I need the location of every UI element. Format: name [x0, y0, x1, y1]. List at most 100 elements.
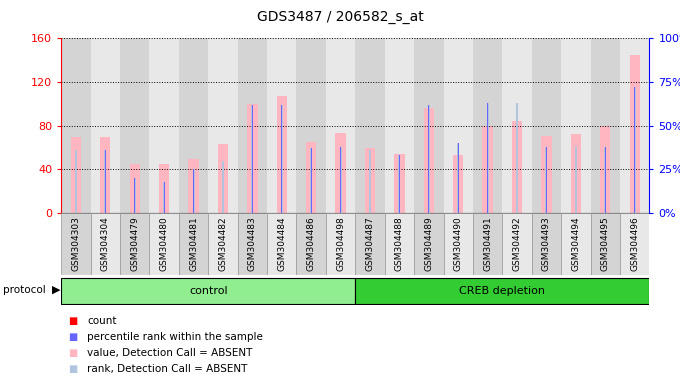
Text: GSM304479: GSM304479: [131, 216, 139, 271]
Bar: [150, 213, 179, 275]
Bar: [620, 213, 649, 275]
Text: protocol: protocol: [3, 285, 46, 295]
Text: ▶: ▶: [52, 285, 60, 295]
Bar: [252, 105, 253, 213]
Bar: [296, 38, 326, 213]
Text: GSM304488: GSM304488: [395, 216, 404, 271]
Bar: [252, 105, 254, 213]
Text: GSM304494: GSM304494: [571, 216, 580, 271]
Bar: [355, 278, 649, 304]
Bar: [237, 38, 267, 213]
Bar: [75, 150, 77, 213]
Bar: [590, 38, 620, 213]
Text: CREB depletion: CREB depletion: [460, 286, 545, 296]
Text: GSM304483: GSM304483: [248, 216, 257, 271]
Bar: [443, 38, 473, 213]
Bar: [222, 161, 223, 213]
Text: value, Detection Call = ABSENT: value, Detection Call = ABSENT: [87, 348, 252, 358]
Text: ■: ■: [68, 364, 78, 374]
Text: percentile rank within the sample: percentile rank within the sample: [87, 332, 263, 342]
Text: GSM304487: GSM304487: [366, 216, 375, 271]
Text: GSM304303: GSM304303: [71, 216, 80, 271]
Bar: [503, 38, 532, 213]
Text: GSM304480: GSM304480: [160, 216, 169, 271]
Bar: [164, 182, 165, 213]
Bar: [385, 38, 414, 213]
Bar: [483, 126, 493, 213]
Bar: [159, 164, 169, 213]
Bar: [545, 147, 547, 213]
Bar: [398, 156, 401, 213]
Bar: [134, 178, 136, 213]
Bar: [394, 154, 405, 213]
Bar: [630, 55, 640, 213]
Bar: [326, 213, 355, 275]
Text: GDS3487 / 206582_s_at: GDS3487 / 206582_s_at: [256, 10, 424, 23]
Bar: [634, 87, 635, 213]
Bar: [414, 213, 443, 275]
Text: GSM304495: GSM304495: [601, 216, 610, 271]
Bar: [248, 104, 258, 213]
Bar: [75, 150, 76, 213]
Bar: [277, 96, 287, 213]
Text: count: count: [87, 316, 116, 326]
Text: GSM304490: GSM304490: [454, 216, 462, 271]
Bar: [61, 213, 90, 275]
Bar: [473, 213, 503, 275]
Bar: [365, 147, 375, 213]
Text: GSM304498: GSM304498: [336, 216, 345, 271]
Bar: [575, 147, 576, 213]
Bar: [620, 38, 649, 213]
Bar: [487, 103, 489, 213]
Bar: [546, 147, 547, 213]
Text: ■: ■: [68, 348, 78, 358]
Text: GSM304482: GSM304482: [218, 216, 227, 271]
Bar: [335, 133, 345, 213]
Bar: [120, 38, 150, 213]
Bar: [208, 213, 237, 275]
Bar: [605, 147, 606, 213]
Bar: [163, 182, 165, 213]
Text: ■: ■: [68, 332, 78, 342]
Bar: [399, 156, 400, 213]
Bar: [339, 147, 341, 213]
Text: GSM304496: GSM304496: [630, 216, 639, 271]
Bar: [600, 126, 611, 213]
Bar: [61, 38, 90, 213]
Bar: [238, 213, 267, 275]
Bar: [414, 38, 443, 213]
Bar: [90, 213, 120, 275]
Bar: [370, 150, 371, 213]
Bar: [296, 213, 326, 275]
Bar: [100, 137, 110, 213]
Bar: [428, 105, 429, 213]
Bar: [532, 38, 561, 213]
Bar: [541, 136, 551, 213]
Bar: [120, 213, 150, 275]
Bar: [634, 87, 636, 213]
Bar: [590, 213, 620, 275]
Text: GSM304491: GSM304491: [483, 216, 492, 271]
Text: control: control: [189, 286, 228, 296]
Bar: [267, 213, 296, 275]
Bar: [457, 143, 459, 213]
Bar: [281, 105, 283, 213]
Bar: [473, 38, 503, 213]
Bar: [267, 38, 296, 213]
Bar: [310, 149, 312, 213]
Bar: [561, 213, 590, 275]
Bar: [326, 38, 355, 213]
Bar: [561, 38, 590, 213]
Bar: [385, 213, 414, 275]
Bar: [575, 147, 577, 213]
Bar: [340, 147, 341, 213]
Bar: [503, 213, 532, 275]
Bar: [355, 213, 385, 275]
Bar: [605, 147, 607, 213]
Bar: [306, 142, 316, 213]
Text: GSM304481: GSM304481: [189, 216, 198, 271]
Bar: [61, 278, 355, 304]
Bar: [424, 108, 434, 213]
Bar: [532, 213, 561, 275]
Bar: [516, 103, 518, 213]
